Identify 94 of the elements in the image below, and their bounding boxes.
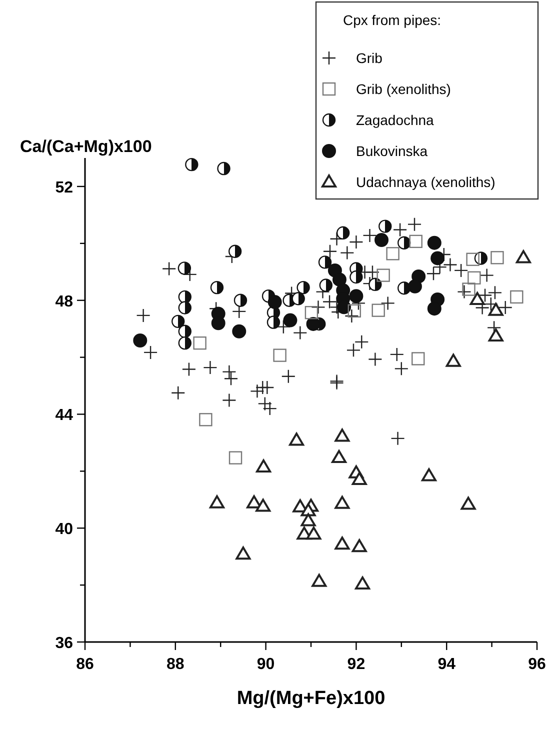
point: [348, 304, 361, 318]
point: [368, 278, 382, 292]
point: [510, 290, 524, 304]
point: [319, 278, 333, 292]
point: [178, 301, 192, 314]
x-axis-title: Mg/(Mg+Fe)x100: [236, 688, 386, 709]
y-tick-label: 36: [55, 635, 74, 652]
y-tick-label: 40: [55, 521, 74, 538]
point: [300, 503, 316, 516]
point: [427, 302, 442, 316]
point: [266, 316, 280, 329]
point: [352, 472, 367, 485]
point: [334, 536, 350, 550]
point: [133, 333, 148, 348]
point: [386, 247, 400, 260]
legend-label: Bukovinska: [356, 143, 428, 159]
point: [355, 576, 370, 590]
point: [256, 459, 272, 472]
point: [273, 348, 286, 362]
point: [378, 220, 392, 233]
legend-title: Cpx from pipes:: [343, 12, 442, 28]
legend-label: Udachnaya (xenoliths): [356, 174, 496, 190]
x-tick-label: 92: [347, 656, 366, 673]
point: [350, 270, 363, 284]
point: [488, 302, 504, 316]
point: [296, 280, 310, 294]
legend-label: Zagadochna: [356, 112, 434, 128]
point: [490, 251, 504, 264]
point: [374, 232, 389, 247]
point: [468, 271, 481, 284]
point: [209, 495, 224, 508]
point: [312, 574, 327, 587]
point: [470, 292, 485, 306]
point: [398, 236, 411, 250]
point: [292, 292, 305, 306]
y-tick-label: 44: [55, 407, 74, 424]
point: [516, 250, 531, 264]
x-tick-label: 86: [76, 656, 94, 673]
point: [283, 313, 298, 328]
legend-label: Grib: [356, 50, 383, 66]
point: [352, 539, 367, 552]
point: [210, 280, 224, 294]
x-tick-label: 90: [256, 656, 275, 673]
point: [193, 336, 206, 350]
point: [334, 428, 350, 442]
point: [178, 290, 192, 304]
point: [427, 236, 442, 250]
x-tick-label: 94: [438, 656, 456, 673]
point: [430, 251, 445, 266]
point: [236, 546, 251, 560]
point: [178, 336, 192, 350]
point: [306, 316, 320, 331]
point: [446, 354, 461, 367]
point: [256, 498, 271, 512]
point: [332, 450, 347, 464]
legend-label: Grib (xenoliths): [356, 81, 451, 97]
point: [289, 432, 304, 446]
point: [228, 451, 242, 464]
point: [421, 468, 436, 482]
point: [228, 244, 242, 258]
point: [409, 234, 422, 248]
point: [318, 256, 332, 269]
point: [217, 162, 230, 176]
point: [332, 272, 346, 287]
point: [178, 262, 192, 275]
point: [460, 496, 476, 510]
point: [398, 282, 411, 295]
point: [232, 324, 246, 338]
point: [412, 352, 425, 366]
point: [300, 513, 316, 526]
point: [488, 328, 504, 342]
point: [304, 306, 318, 320]
point: [334, 496, 350, 509]
point: [372, 304, 385, 317]
point: [306, 526, 322, 540]
point: [199, 413, 212, 426]
point: [336, 226, 350, 240]
point: [376, 268, 390, 282]
point: [466, 252, 480, 266]
y-axis-title: Ca/(Ca+Mg)x100: [20, 137, 152, 156]
point: [211, 316, 226, 330]
x-tick-label: 88: [166, 656, 184, 673]
point: [462, 282, 476, 296]
x-tick-label: 96: [528, 656, 546, 673]
point: [185, 158, 198, 172]
y-tick-label: 48: [55, 293, 74, 310]
point: [172, 314, 185, 328]
point: [336, 300, 351, 314]
y-tick-label: 52: [55, 179, 74, 196]
point: [178, 324, 192, 338]
point: [349, 289, 364, 304]
point: [268, 295, 282, 310]
point: [408, 279, 422, 294]
point: [234, 294, 248, 307]
